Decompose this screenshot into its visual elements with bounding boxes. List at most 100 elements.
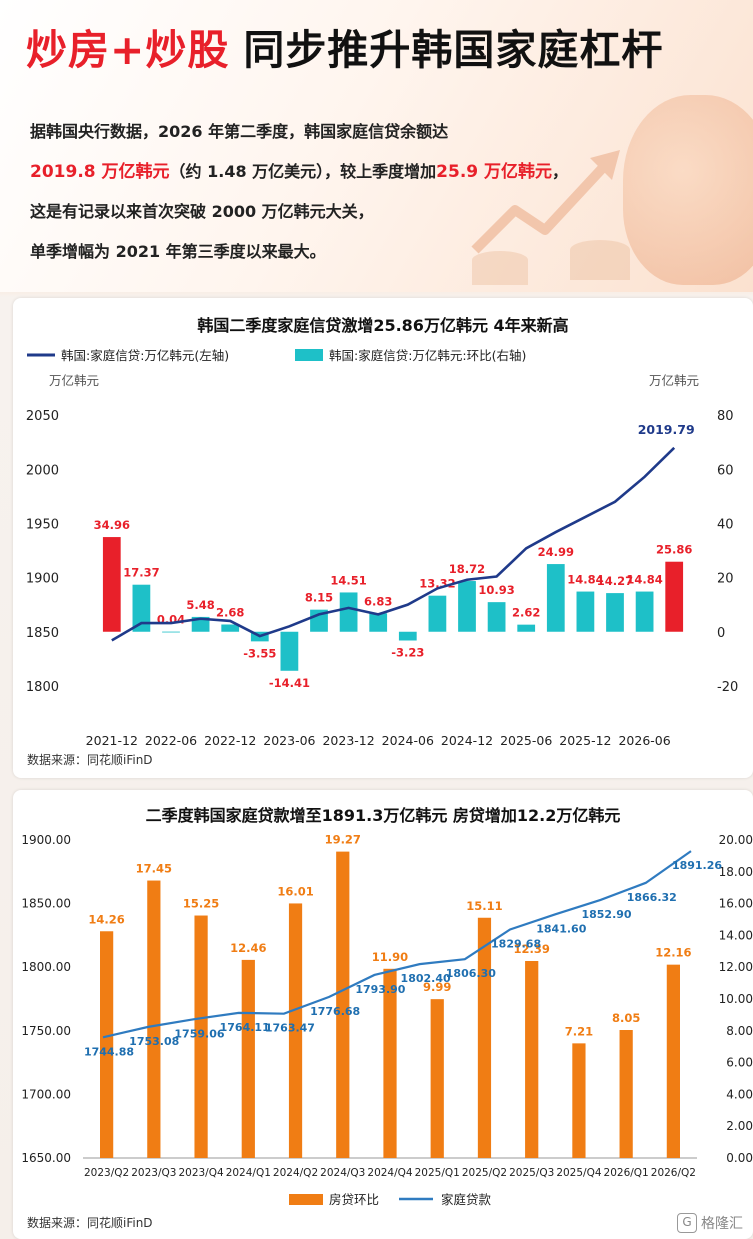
bar bbox=[572, 1043, 586, 1158]
bar bbox=[339, 592, 358, 632]
bar bbox=[477, 917, 492, 1158]
legend-bar-swatch bbox=[295, 349, 323, 361]
left-tick-label: 1800 bbox=[26, 680, 59, 695]
x-tick-label: 2026/Q1 bbox=[604, 1167, 649, 1179]
bar-data-label: 12.46 bbox=[230, 941, 266, 955]
watermark-logo-icon: G bbox=[677, 1213, 697, 1233]
line-data-label: 1829.68 bbox=[491, 937, 541, 950]
right-tick-label: 14.00 bbox=[719, 928, 753, 942]
left-tick-label: 2050 bbox=[26, 409, 59, 424]
x-tick-label: 2024/Q3 bbox=[320, 1167, 365, 1179]
watermark-text: 格隆汇 bbox=[701, 1216, 743, 1232]
right-tick-label: 20.00 bbox=[719, 833, 753, 847]
x-tick-label: 2022-06 bbox=[145, 733, 197, 748]
bar-data-label: 9.99 bbox=[423, 980, 451, 994]
x-tick-label: 2021-12 bbox=[86, 733, 138, 748]
intro-line-2-end: ， bbox=[552, 162, 569, 181]
bar-data-label: 6.83 bbox=[364, 594, 392, 608]
bar bbox=[487, 602, 506, 632]
bar bbox=[665, 561, 684, 632]
bar bbox=[635, 591, 654, 632]
bar-data-label: 25.86 bbox=[656, 543, 692, 557]
page-title: 炒房+炒股 同步推升韩国家庭杠杆 bbox=[26, 10, 663, 82]
x-tick-label: 2026-06 bbox=[618, 733, 670, 748]
left-tick-label: 1900.00 bbox=[21, 833, 71, 847]
line-data-label: 1852.90 bbox=[581, 908, 631, 921]
right-tick-label: 16.00 bbox=[719, 897, 753, 911]
bar-data-label: -3.23 bbox=[391, 645, 424, 659]
bar-data-label: 14.84 bbox=[567, 573, 603, 587]
chart2-source: 数据来源：同花顺iFinD bbox=[27, 1216, 153, 1230]
bar-data-label: -14.41 bbox=[269, 676, 310, 690]
chart1-svg: 韩国:家庭信贷:万亿韩元(左轴) 韩国:家庭信贷:万亿韩元:环比(右轴) 万亿韩元 万… bbox=[26, 348, 738, 748]
bar bbox=[336, 851, 350, 1158]
intro-highlight-1: 2019.8 万亿韩元 bbox=[30, 162, 170, 182]
bar-data-label: 8.15 bbox=[305, 591, 333, 605]
header-banner: 炒房+炒股 同步推升韩国家庭杠杆 据韩国央行数据，2026 年第二季度，韩国家庭… bbox=[0, 0, 753, 292]
coins-icon bbox=[472, 240, 630, 285]
left-tick-label: 1850 bbox=[26, 626, 59, 641]
x-tick-label: 2023/Q3 bbox=[131, 1167, 176, 1179]
right-tick-label: 80 bbox=[717, 409, 734, 424]
line-data-label: 1793.90 bbox=[355, 983, 405, 996]
bar-data-label: 2.62 bbox=[512, 606, 540, 620]
bar bbox=[288, 903, 303, 1158]
right-tick-label: 8.00 bbox=[726, 1024, 753, 1038]
right-axis-unit: 万亿韩元 bbox=[649, 373, 699, 388]
bar-data-label: 24.99 bbox=[538, 545, 574, 559]
bar-data-label: 2.68 bbox=[216, 605, 244, 619]
money-bag-icon bbox=[623, 95, 753, 285]
series-line bbox=[102, 850, 692, 1039]
x-tick-label: 2024/Q4 bbox=[367, 1167, 413, 1179]
bar-data-label: 15.25 bbox=[183, 897, 219, 911]
legend-label-bar: 韩国:家庭信贷:万亿韩元:环比(右轴) bbox=[329, 348, 526, 363]
bar-data-label: 15.11 bbox=[466, 899, 502, 913]
right-tick-label: 60 bbox=[717, 463, 734, 478]
x-tick-label: 2023-12 bbox=[322, 733, 374, 748]
left-tick-label: 1700.00 bbox=[21, 1087, 71, 1101]
x-tick-label: 2024/Q2 bbox=[273, 1167, 318, 1179]
x-tick-label: 2023-06 bbox=[263, 733, 315, 748]
line-data-label: 1763.47 bbox=[265, 1022, 315, 1035]
x-tick-label: 2023/Q2 bbox=[84, 1167, 129, 1179]
line-data-label: 1841.60 bbox=[536, 922, 586, 935]
x-tick-label: 2026/Q2 bbox=[651, 1167, 696, 1179]
left-axis-unit: 万亿韩元 bbox=[49, 373, 99, 388]
right-tick-label: 20 bbox=[717, 572, 734, 587]
line-data-label: 1866.32 bbox=[627, 891, 677, 904]
bar-data-label: 11.90 bbox=[372, 950, 408, 964]
line-data-label: 1806.30 bbox=[446, 967, 496, 980]
right-tick-label: 10.00 bbox=[719, 992, 753, 1006]
line-end-label: 2019.79 bbox=[638, 422, 695, 437]
left-tick-label: 1750.00 bbox=[21, 1024, 71, 1038]
bar bbox=[162, 631, 180, 633]
legend-label-bar: 房贷环比 bbox=[329, 1192, 379, 1207]
x-tick-label: 2024-06 bbox=[382, 733, 434, 748]
title-black: 同步推升韩国家庭杠杆 bbox=[243, 26, 664, 74]
x-tick-label: 2025-12 bbox=[559, 733, 611, 748]
bar bbox=[619, 1030, 633, 1158]
intro-text: 据韩国央行数据，2026 年第二季度，韩国家庭信贷余额达 2019.8 万亿韩元… bbox=[30, 112, 730, 272]
legend-label-line: 家庭贷款 bbox=[441, 1192, 492, 1207]
left-tick-label: 1900 bbox=[26, 572, 59, 587]
right-tick-label: 18.00 bbox=[719, 865, 753, 879]
right-tick-label: 0.00 bbox=[726, 1151, 753, 1165]
bar-data-label: 13.32 bbox=[419, 577, 455, 591]
left-tick-label: 1950 bbox=[26, 517, 59, 532]
chart1-title: 韩国二季度家庭信贷激增25.86万亿韩元 4年来新高 bbox=[197, 316, 569, 335]
legend-label-line: 韩国:家庭信贷:万亿韩元(左轴) bbox=[61, 348, 229, 363]
bar-data-label: 14.27 bbox=[597, 574, 633, 588]
bar-data-label: 7.21 bbox=[565, 1024, 593, 1038]
x-tick-label: 2025/Q2 bbox=[462, 1167, 507, 1179]
bar bbox=[458, 581, 476, 632]
intro-line-1: 据韩国央行数据，2026 年第二季度，韩国家庭信贷余额达 bbox=[30, 122, 449, 141]
intro-line-2-mid: （约 1.48 万亿美元），较上季度增加 bbox=[169, 162, 437, 181]
chart2-title: 二季度韩国家庭贷款增至1891.3万亿韩元 房贷增加12.2万亿韩元 bbox=[145, 806, 621, 825]
bar-data-label: 5.48 bbox=[186, 598, 214, 612]
bar-data-label: 14.84 bbox=[626, 573, 662, 587]
bar-data-label: 18.72 bbox=[449, 562, 485, 576]
bar-data-label: 10.93 bbox=[478, 583, 514, 597]
bar-data-label: 0.04 bbox=[157, 613, 185, 627]
bar bbox=[147, 880, 161, 1158]
left-tick-label: 1650.00 bbox=[21, 1151, 71, 1165]
